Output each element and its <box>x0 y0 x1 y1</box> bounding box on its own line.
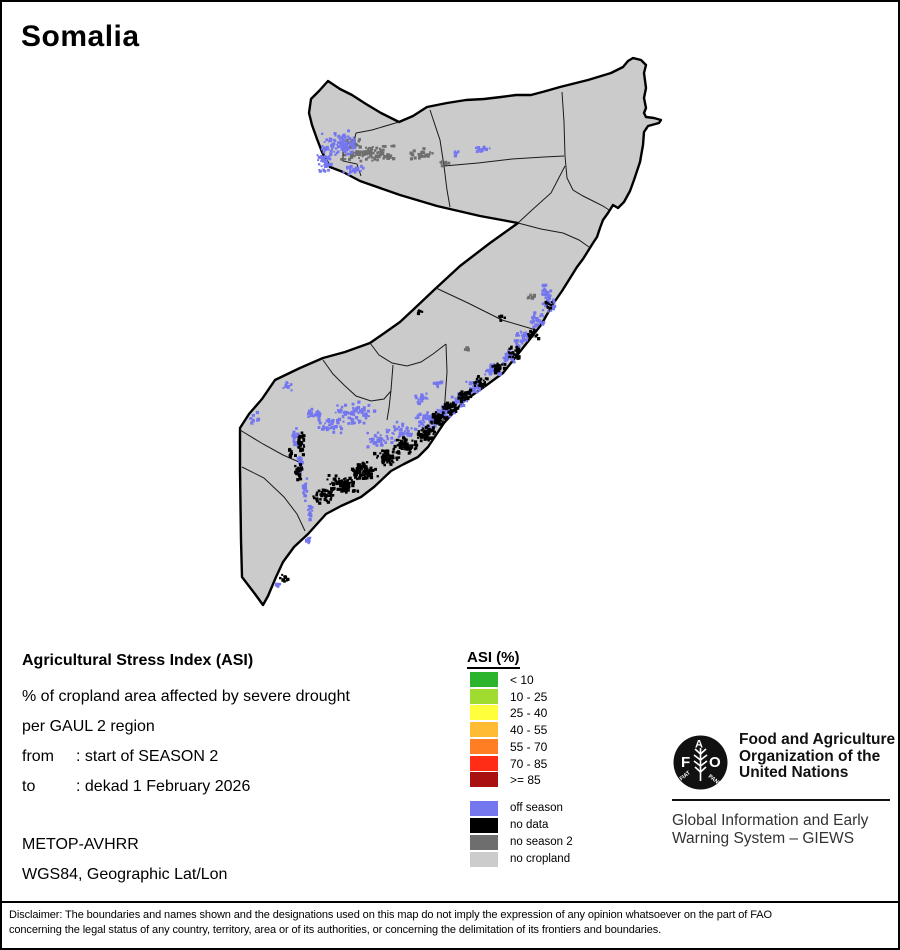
admin-boundary-4 <box>564 155 610 211</box>
asi-class-1-label: 10 - 25 <box>510 689 548 704</box>
admin-boundary-2 <box>443 155 565 167</box>
disclaimer-line2: concerning the legal status of any count… <box>9 924 662 936</box>
asi-class-2-label: 25 - 40 <box>510 706 548 721</box>
wheat-ear-icon <box>693 748 708 781</box>
asi-class-0-swatch <box>470 672 498 687</box>
admin-boundary-8 <box>369 342 447 367</box>
asi-class-6-label: >= 85 <box>510 773 541 788</box>
page-title: Somalia <box>21 20 140 53</box>
disclaimer-divider <box>0 901 900 903</box>
admin-boundary-10 <box>386 364 394 421</box>
no-season-2-pixels <box>340 138 536 352</box>
admin-boundary-5 <box>517 165 566 224</box>
legend-no_data-swatch <box>470 818 498 833</box>
legend-no_data-label: no data <box>510 819 549 831</box>
projection-name: WGS84, Geographic Lat/Lon <box>22 866 228 883</box>
fao-name-line1: Food and Agriculture <box>739 731 896 748</box>
admin-boundary-11 <box>322 359 392 402</box>
legend-no_cropland-label: no cropland <box>510 853 571 865</box>
legend-no_season_2-label: no season 2 <box>510 836 573 848</box>
fao-logo: F A O FIAT PANIS <box>673 735 728 790</box>
giews-line2: Warning System – GIEWS <box>672 830 855 847</box>
asi-class-4-label: 55 - 70 <box>510 739 548 754</box>
legend-off_season-swatch <box>470 801 498 816</box>
asi-description-line1: % of cropland area affected by severe dr… <box>22 688 350 705</box>
admin-boundary-13 <box>239 429 300 463</box>
period-to-label: to <box>22 778 36 795</box>
admin-boundary-7 <box>435 287 537 331</box>
admin-boundary-12 <box>241 466 306 532</box>
asi-class-3-label: 40 - 55 <box>510 723 548 738</box>
legend-off_season-label: off season <box>510 802 563 814</box>
legend-no_cropland-swatch <box>470 852 498 867</box>
asi-class-6-swatch <box>470 772 498 788</box>
asi-class-5-label: 70 - 85 <box>510 756 548 771</box>
fao-name-line2: Organization of the <box>739 747 881 765</box>
period-from-label: from <box>22 748 54 765</box>
period-to: to : dekad 1 February 2026 <box>22 778 250 796</box>
asi-class-5-swatch <box>470 755 498 771</box>
giews-label: Global Information and Early Warning Sys… <box>672 812 868 848</box>
disclaimer-line1: Disclaimer: The boundaries and names sho… <box>9 909 772 921</box>
admin-boundary-6 <box>517 222 590 248</box>
period-from: from : start of SEASON 2 <box>22 748 218 766</box>
admin-boundary-3 <box>561 91 566 157</box>
giews-line1: Global Information and Early <box>672 812 869 829</box>
asi-heading: Agricultural Stress Index (ASI) <box>22 652 254 669</box>
footer-divider <box>672 799 890 801</box>
period-to-value: : dekad 1 February 2026 <box>76 778 251 795</box>
legend-no_season_2-swatch <box>470 835 498 850</box>
asi-class-0-label: < 10 <box>510 673 534 687</box>
fao-letter-o: O <box>709 754 721 771</box>
asi-description-line2: per GAUL 2 region <box>22 718 155 735</box>
fao-organization-name: Food and Agriculture Organization of the… <box>739 731 896 782</box>
sensor-name: METOP-AVHRR <box>22 836 139 853</box>
no-data-pixels <box>279 300 553 583</box>
fao-letter-a: A <box>695 739 703 751</box>
fao-name-line3: United Nations <box>739 764 849 781</box>
asi-class-3-swatch <box>470 722 498 738</box>
asi-class-1-swatch <box>470 688 498 704</box>
asi-class-2-swatch <box>470 705 498 721</box>
fao-letter-f: F <box>681 754 690 771</box>
off-season-pixels <box>249 129 557 588</box>
country-boundary <box>238 56 663 607</box>
period-from-value: : start of SEASON 2 <box>76 748 219 765</box>
asi-legend-title: ASI (%) <box>467 649 520 669</box>
asi-class-4-swatch <box>470 738 498 754</box>
